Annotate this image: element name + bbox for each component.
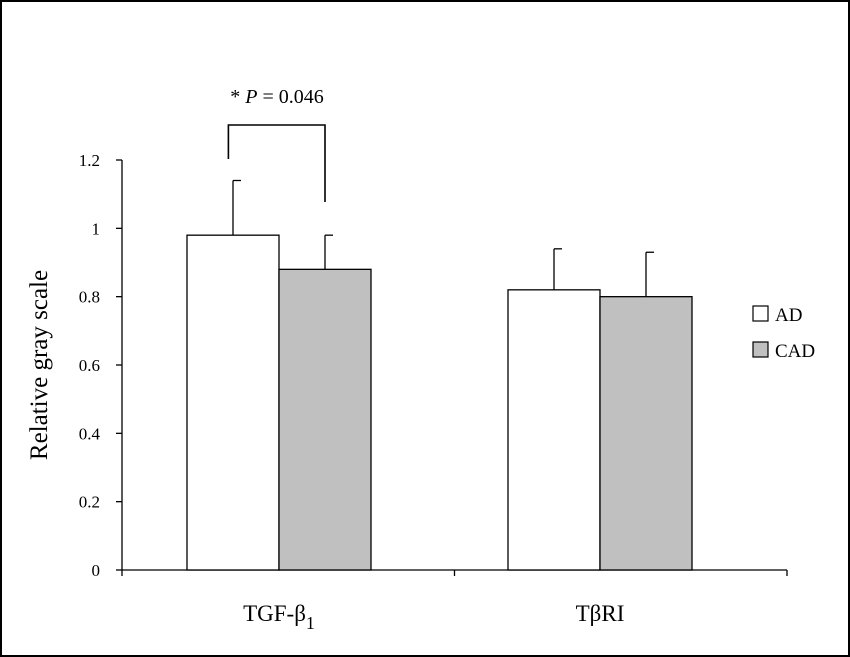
legend-label-ad: AD <box>775 305 802 326</box>
y-tick-label: 0.8 <box>79 288 100 307</box>
x-category-label: TβRI <box>576 601 625 626</box>
y-tick-label: 1.2 <box>79 151 100 170</box>
bar-cad-0 <box>278 268 372 571</box>
x-category-label: TGF-β1 <box>243 601 315 633</box>
bar-ad-0 <box>186 234 280 571</box>
y-tick-label: 0 <box>92 561 101 580</box>
x-category-label-main: TGF-β <box>243 601 306 626</box>
bar-cad-1 <box>599 296 693 571</box>
legend: AD CAD <box>752 305 815 362</box>
x-category-label-subscript: 1 <box>306 613 315 633</box>
y-tick-label: 1 <box>92 219 101 238</box>
y-tick-label: 0.4 <box>79 424 101 443</box>
x-category-label-main: TβRI <box>576 601 625 626</box>
y-axis-title: Relative gray scale <box>26 270 53 460</box>
significance-annotation: * P = 0.046 <box>227 86 326 202</box>
p-value-annotation: * P = 0.046 <box>230 86 324 108</box>
bars <box>186 234 693 571</box>
p-value: = 0.046 <box>257 86 323 108</box>
y-tick-label: 0.2 <box>79 493 100 512</box>
significance-star: * <box>230 86 245 108</box>
y-tick-label: 0.6 <box>79 356 100 375</box>
p-symbol: P <box>244 86 257 108</box>
significance-bracket <box>227 124 326 202</box>
legend-swatch-cad <box>752 341 769 358</box>
legend-swatch-ad <box>752 305 769 322</box>
bar-ad-1 <box>507 289 601 571</box>
error-bars <box>232 179 654 297</box>
legend-label-cad: CAD <box>775 341 815 362</box>
